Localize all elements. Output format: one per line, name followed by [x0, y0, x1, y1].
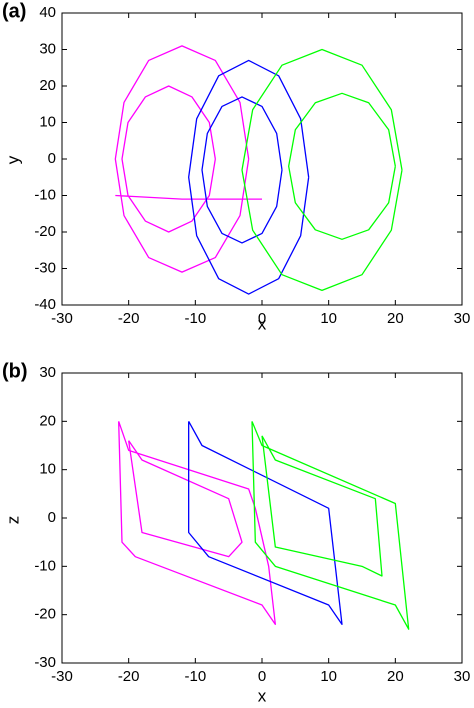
- y-tick-label: 10: [39, 113, 56, 130]
- x-tick-label: -30: [51, 668, 73, 685]
- y-tick-label: 0: [48, 150, 56, 167]
- trajectory: [188, 421, 343, 625]
- y-tick-label: 40: [39, 4, 56, 21]
- x-tick-label: -10: [184, 310, 206, 327]
- trajectory: [118, 421, 276, 625]
- panel-label: (b): [2, 360, 28, 382]
- x-axis-label: x: [258, 686, 267, 705]
- x-tick-label: -20: [118, 310, 140, 327]
- x-tick-label: 20: [387, 310, 404, 327]
- x-tick-label: 0: [258, 668, 266, 685]
- x-tick-label: -30: [51, 310, 73, 327]
- y-tick-label: -30: [34, 259, 56, 276]
- y-tick-label: -40: [34, 296, 56, 313]
- panel-label: (a): [2, 0, 26, 22]
- x-tick-label: 0: [258, 310, 266, 327]
- y-tick-label: -10: [34, 186, 56, 203]
- y-tick-label: 20: [39, 77, 56, 94]
- trajectory: [114, 45, 262, 273]
- x-tick-label: -20: [118, 668, 140, 685]
- x-axis-label: x: [258, 314, 267, 333]
- y-axis-label: y: [3, 155, 22, 164]
- x-tick-label: 10: [320, 310, 337, 327]
- trajectory: [251, 421, 410, 630]
- y-tick-label: -10: [34, 557, 56, 574]
- x-tick-label: 20: [387, 668, 404, 685]
- x-tick-label: -10: [184, 668, 206, 685]
- y-tick-label: -20: [34, 606, 56, 623]
- x-tick-label: 30: [454, 310, 471, 327]
- y-tick-label: -20: [34, 223, 56, 240]
- trajectory: [188, 59, 310, 295]
- y-tick-label: 10: [39, 461, 56, 478]
- y-tick-label: 0: [48, 509, 56, 526]
- y-tick-label: 30: [39, 40, 56, 57]
- x-tick-label: 30: [454, 668, 471, 685]
- plot-frame: [61, 372, 463, 664]
- y-tick-label: 30: [39, 364, 56, 381]
- y-tick-label: 20: [39, 412, 56, 429]
- x-tick-label: 10: [320, 668, 337, 685]
- y-axis-label: z: [3, 516, 22, 525]
- trajectory: [241, 48, 403, 292]
- y-tick-label: -30: [34, 654, 56, 671]
